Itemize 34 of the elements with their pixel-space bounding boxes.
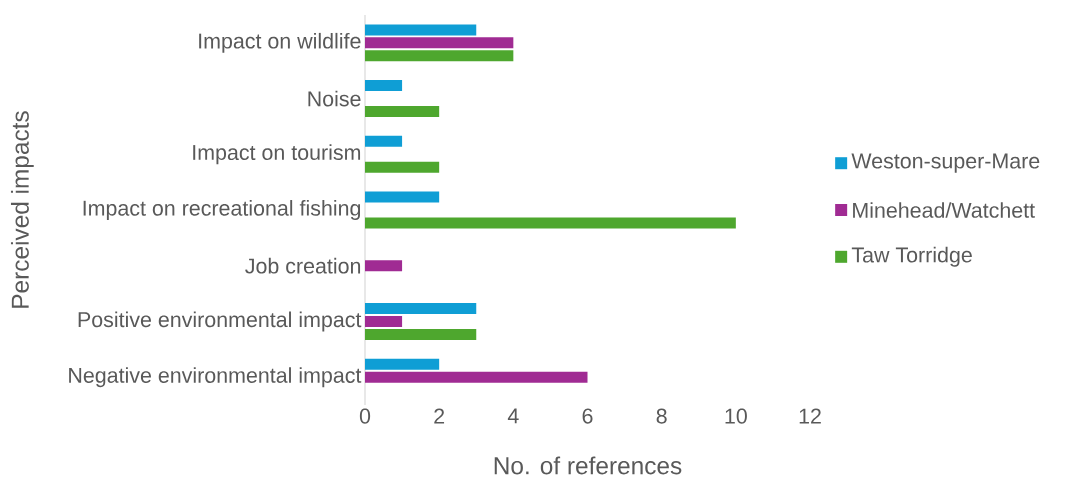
bar [365, 106, 440, 118]
y-tick-label: Positive environmental impact [78, 311, 362, 332]
legend-label: Taw Torridge [851, 246, 972, 267]
x-tick-label: 2 [434, 408, 445, 424]
x-tick-label: 4 [507, 408, 519, 424]
bar [365, 24, 477, 36]
y-tick-label: Job creation [245, 257, 361, 274]
x-tick-label: 8 [656, 408, 667, 424]
y-tick-label: Noise [308, 90, 361, 107]
y-tick-label: Impact on tourism [193, 144, 361, 165]
x-tick-label: 12 [799, 408, 821, 424]
bar [365, 191, 440, 203]
bar [365, 161, 440, 173]
x-tick-label: 6 [582, 408, 593, 424]
y-tick-label: Negative environmental impact [69, 367, 362, 388]
legend-label: Minehead/Watchett [853, 202, 1035, 218]
x-tick-label: 0 [359, 408, 371, 424]
bar [365, 217, 736, 229]
y-tick-label: Impact on recreational fishing [83, 200, 361, 220]
bar [365, 260, 403, 272]
bar [365, 358, 440, 370]
bar [365, 80, 403, 92]
x-axis-title: No. of references [494, 456, 682, 475]
bar [365, 135, 403, 147]
legend-label: Weston-super-Mare [851, 153, 1040, 173]
bar [365, 302, 477, 314]
bar [365, 315, 403, 327]
bar [365, 50, 514, 62]
bar [365, 371, 588, 383]
y-tick-label: Impact on wildlife [199, 32, 361, 53]
bar [365, 37, 514, 49]
x-tick-label: 10 [725, 408, 747, 424]
y-axis-title: Perceived impacts [10, 111, 34, 308]
bar [365, 328, 477, 340]
